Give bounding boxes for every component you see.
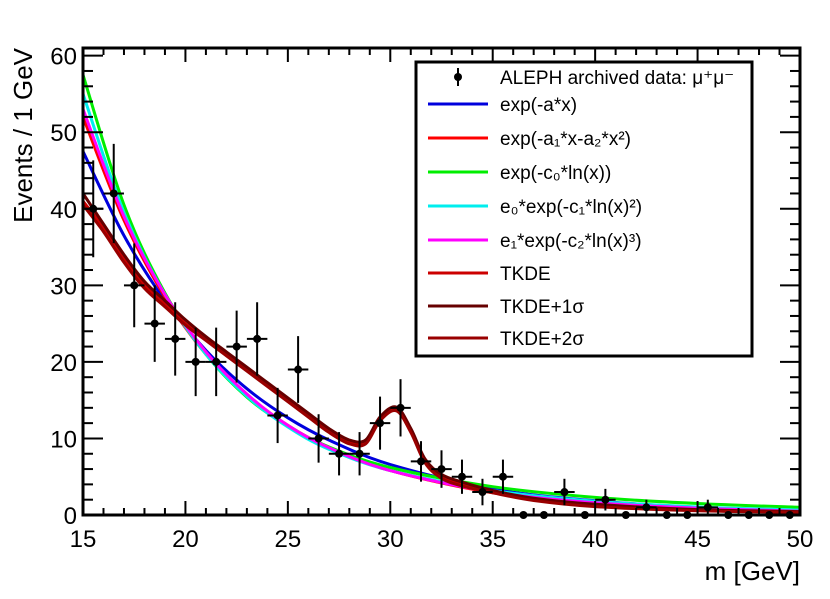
data-point — [144, 285, 165, 362]
x-tick-label: 25 — [275, 526, 302, 553]
data-marker — [171, 334, 180, 343]
legend-entry: exp(-a*x) — [428, 95, 577, 116]
legend-label: exp(-c₀*ln(x)) — [500, 163, 611, 184]
legend-entry: TKDE+2σ — [428, 329, 584, 350]
plot-frame — [81, 46, 802, 517]
data-point — [410, 441, 432, 482]
data-point — [369, 396, 391, 450]
x-tick-label: 20 — [172, 526, 199, 553]
data-marker — [457, 472, 466, 481]
legend-entry: e₁*exp(-c₂*ln(x)³) — [428, 231, 642, 252]
legend-marker — [454, 73, 462, 81]
data-point — [205, 327, 227, 397]
legend-label: exp(-a₁*x-a₂*x²) — [500, 129, 631, 150]
data-point — [697, 499, 719, 515]
data-point — [267, 387, 288, 444]
data-point — [246, 302, 268, 376]
axis-ticks: 15 20 25 30 35 40 45 50 0 10 20 30 40 50 60 — [50, 44, 813, 553]
x-tick-label: 15 — [70, 526, 97, 553]
data-point — [328, 432, 350, 476]
legend-label: e₁*exp(-c₂*ln(x)³) — [500, 231, 642, 252]
legend-entry: exp(-c₀*ln(x)) — [428, 163, 611, 184]
data-point — [308, 414, 329, 463]
x-tick-label: 30 — [377, 526, 404, 553]
data-point — [287, 336, 309, 403]
data-point — [595, 488, 616, 511]
data-marker — [498, 472, 507, 481]
legend-entry: e₀*exp(-c₁*ln(x)²) — [428, 197, 642, 218]
data-marker — [396, 403, 405, 412]
y-tick-label: 10 — [50, 426, 77, 453]
data-point — [185, 327, 206, 397]
x-tick-label: 40 — [582, 526, 609, 553]
legend-label: ALEPH archived data: μ⁺μ⁻ — [500, 68, 734, 89]
data-point — [431, 450, 452, 488]
y-tick-label: 30 — [50, 273, 77, 300]
data-point — [103, 143, 124, 244]
data-marker — [601, 495, 610, 504]
data-point — [472, 478, 493, 506]
data-marker — [273, 411, 282, 420]
data-marker — [642, 503, 651, 512]
data-marker — [294, 365, 303, 374]
data-point — [349, 432, 370, 476]
data-marker — [560, 488, 569, 497]
data-marker — [232, 342, 241, 351]
data-point — [123, 243, 145, 328]
data-point — [390, 379, 411, 437]
data-marker — [212, 357, 221, 366]
fit-curves — [81, 74, 801, 514]
y-tick-label: 40 — [50, 197, 77, 224]
legend-entry-data: ALEPH archived data: μ⁺μ⁻ — [454, 68, 734, 89]
legend-label: TKDE+2σ — [500, 329, 584, 350]
data-point — [636, 499, 657, 515]
legend-entry: TKDE+1σ — [428, 297, 584, 318]
data-point — [164, 302, 186, 376]
data-marker — [314, 434, 323, 443]
data-point — [554, 478, 575, 506]
y-tick-label: 20 — [50, 350, 77, 377]
data-marker — [191, 357, 200, 366]
legend-label: exp(-a*x) — [500, 95, 577, 116]
data-marker — [478, 488, 487, 497]
x-tick-label: 35 — [479, 526, 506, 553]
data-marker — [437, 465, 446, 474]
x-tick-label: 45 — [684, 526, 711, 553]
data-marker — [109, 189, 118, 198]
data-marker — [130, 281, 139, 290]
y-axis-label: Events / 1 GeV — [8, 47, 38, 223]
data-marker — [253, 334, 262, 343]
legend-label: e₀*exp(-c₁*ln(x)²) — [500, 197, 642, 218]
data-point — [226, 310, 247, 383]
data-marker — [417, 457, 426, 466]
legend-label: TKDE+1σ — [500, 297, 584, 318]
curve-tkde-plus-2-sigma — [81, 203, 801, 514]
data-point — [451, 459, 473, 494]
legend: ALEPH archived data: μ⁺μ⁻ exp(-a*x) exp(-a… — [414, 60, 754, 358]
data-marker — [335, 449, 344, 458]
legend-entry: exp(-a₁*x-a₂*x²) — [428, 129, 631, 150]
data-marker — [150, 319, 159, 328]
data-point — [492, 459, 514, 494]
x-axis-label: m [GeV] — [705, 556, 800, 586]
data-marker — [355, 449, 364, 458]
data-marker — [703, 503, 712, 512]
y-tick-label: 0 — [64, 503, 77, 530]
legend-label: TKDE — [500, 264, 551, 285]
y-tick-label: 50 — [50, 120, 77, 147]
x-tick-label: 50 — [787, 526, 814, 553]
y-tick-label: 60 — [50, 44, 77, 71]
data-marker — [376, 419, 385, 428]
legend-entry: TKDE — [428, 264, 551, 285]
